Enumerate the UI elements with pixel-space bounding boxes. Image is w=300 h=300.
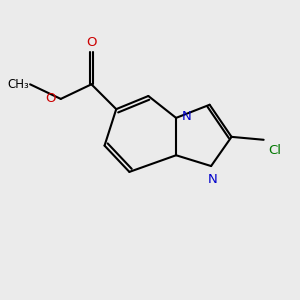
Text: N: N bbox=[181, 110, 191, 123]
Text: CH₃: CH₃ bbox=[7, 78, 29, 91]
Text: N: N bbox=[208, 173, 218, 186]
Text: Cl: Cl bbox=[268, 144, 281, 157]
Text: O: O bbox=[45, 92, 56, 105]
Text: O: O bbox=[86, 36, 97, 49]
